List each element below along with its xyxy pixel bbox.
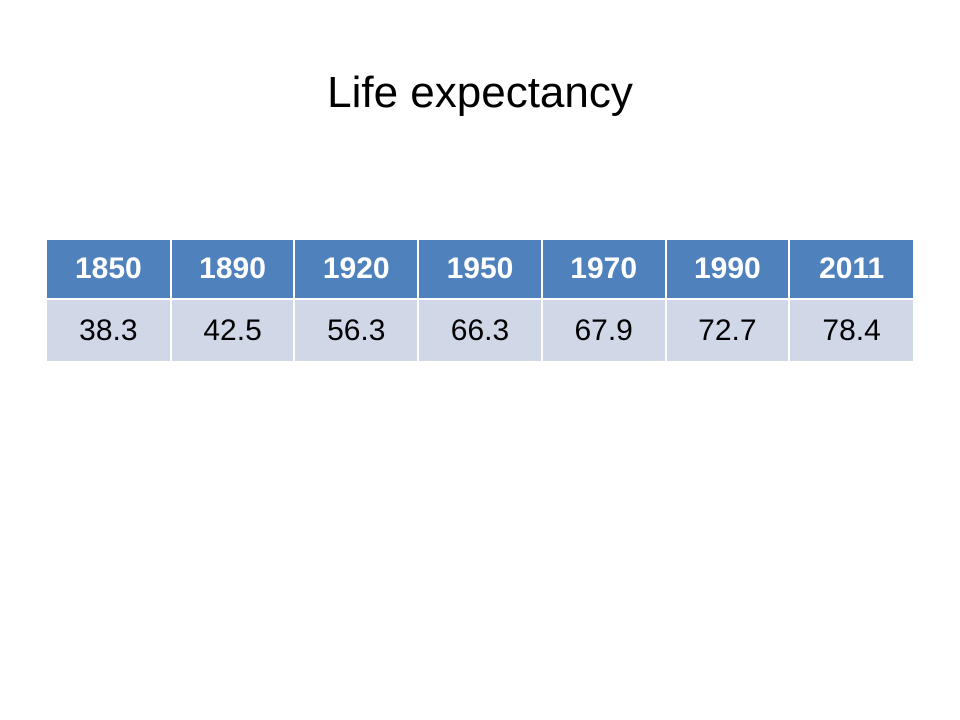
table-cell: 56.3 (293, 298, 419, 361)
slide-title: Life expectancy (327, 68, 633, 117)
header-cell: 1850 (47, 240, 171, 299)
header-cell: 1970 (540, 240, 666, 299)
table-cell: 78.4 (788, 298, 913, 361)
table-cell: 38.3 (47, 298, 171, 361)
table-header-row: 1850 1890 1920 1950 1970 1990 2011 (47, 240, 913, 299)
table-row: 38.3 42.5 56.3 66.3 67.9 72.7 78.4 (47, 298, 913, 361)
table-cell: 67.9 (540, 298, 666, 361)
header-cell: 1990 (664, 240, 790, 299)
table-cell: 72.7 (664, 298, 790, 361)
life-expectancy-table: 1850 1890 1920 1950 1970 1990 2011 38.3 … (47, 240, 913, 361)
header-cell: 1920 (293, 240, 419, 299)
header-cell: 1950 (417, 240, 542, 299)
table-cell: 66.3 (417, 298, 542, 361)
header-cell: 2011 (788, 240, 913, 299)
table-cell: 42.5 (169, 298, 295, 361)
header-cell: 1890 (169, 240, 295, 299)
